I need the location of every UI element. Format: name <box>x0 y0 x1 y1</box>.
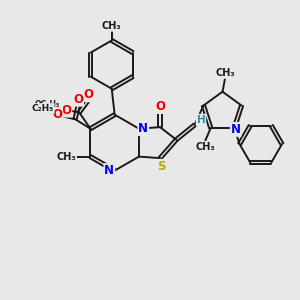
Text: O: O <box>61 103 71 117</box>
Text: C₂H₅: C₂H₅ <box>32 104 54 113</box>
Text: S: S <box>157 160 166 173</box>
Text: N: N <box>138 122 148 135</box>
Text: O: O <box>73 93 83 106</box>
Text: O: O <box>83 88 93 101</box>
Text: CH₃: CH₃ <box>215 68 235 78</box>
Text: CH₃: CH₃ <box>102 21 122 31</box>
Text: H: H <box>196 115 206 125</box>
Text: OC₂H₅: OC₂H₅ <box>34 100 60 109</box>
Text: N: N <box>104 164 114 177</box>
Text: N: N <box>231 123 241 136</box>
Text: O: O <box>155 100 165 113</box>
Text: CH₃: CH₃ <box>56 152 76 162</box>
Text: CH₃: CH₃ <box>196 142 215 152</box>
Text: O: O <box>52 108 62 121</box>
